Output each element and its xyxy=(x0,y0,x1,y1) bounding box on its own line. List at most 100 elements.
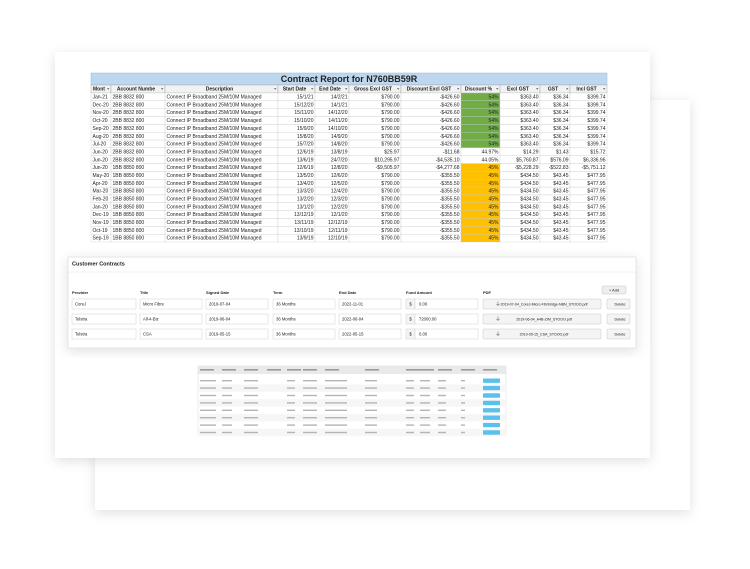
cell-text: $434.50 xyxy=(520,236,538,242)
mini-cell-text xyxy=(365,431,377,434)
mini-cell-text xyxy=(222,424,232,426)
mini-action-button[interactable] xyxy=(483,415,500,420)
input[interactable] xyxy=(205,313,269,325)
input-value: CSA xyxy=(143,331,152,336)
filter-arrow[interactable] xyxy=(274,88,277,90)
cell-text: -$355.50 xyxy=(440,181,460,187)
pdf-filename[interactable]: 2019-05-15_CSA_STOOO.pdf xyxy=(520,332,569,336)
cell-text: 13/1/20 xyxy=(297,204,314,210)
filter-arrow[interactable] xyxy=(397,88,400,90)
filter-arrow[interactable] xyxy=(311,88,314,90)
mini-action-button[interactable] xyxy=(483,400,500,406)
input[interactable] xyxy=(414,328,479,340)
input[interactable] xyxy=(71,298,137,310)
pdf-filename[interactable]: 2019-07-04_CoreJ-Micro-Fibrbridge-NBN_ST… xyxy=(500,302,587,306)
input[interactable] xyxy=(414,298,479,310)
pdf-button[interactable] xyxy=(482,313,602,325)
mini-cell-text xyxy=(200,402,216,404)
input[interactable] xyxy=(139,313,203,325)
pdf-filename[interactable]: 2019-06-04_A4B-ZIM_STOOO.pdf xyxy=(516,317,571,321)
input[interactable] xyxy=(338,298,402,310)
input-value: 2019-07-04 xyxy=(209,301,231,306)
cell-text: 2BB 8832 800 xyxy=(113,134,145,140)
cell-text: -$9,505.97 xyxy=(376,165,400,171)
cell-text: $399.74 xyxy=(587,134,605,140)
cell-text: 45% xyxy=(488,212,499,218)
mini-action-button[interactable] xyxy=(483,378,500,383)
cell-text: 12/12/19 xyxy=(328,220,348,226)
mini-cell-text xyxy=(438,387,446,389)
cell-text: Feb-20 xyxy=(93,196,109,202)
cell-text: 13/6/19 xyxy=(297,157,314,163)
cell-text: $434.50 xyxy=(520,189,538,195)
cell-text: Connect IP Broadband 25M/10M Managed xyxy=(167,220,262,226)
input[interactable] xyxy=(338,328,402,340)
mini-header-text xyxy=(244,369,258,371)
cell-text: 45% xyxy=(488,196,499,202)
mini-action-button[interactable] xyxy=(483,430,500,435)
input[interactable] xyxy=(272,298,336,310)
input[interactable] xyxy=(414,313,479,325)
cell-text: $434.50 xyxy=(520,204,538,210)
input[interactable] xyxy=(71,328,137,340)
delete-button-label[interactable]: Delete xyxy=(615,332,626,336)
cell-text: $477.95 xyxy=(587,204,605,210)
input[interactable] xyxy=(139,328,203,340)
mini-action-button[interactable] xyxy=(483,393,500,398)
cell-text: $790.00 xyxy=(381,196,399,202)
input[interactable] xyxy=(272,328,336,340)
mini-header-text xyxy=(267,369,281,371)
cell-text: -$355.50 xyxy=(440,173,460,179)
mini-cell-text xyxy=(303,424,317,426)
mini-cell-text xyxy=(438,409,446,411)
mini-cell-text xyxy=(303,431,317,434)
filter-arrow[interactable] xyxy=(161,88,164,90)
input[interactable] xyxy=(71,313,137,325)
mini-cell-text xyxy=(325,380,347,382)
filter-arrow[interactable] xyxy=(107,88,110,90)
cell-text: $790.00 xyxy=(381,102,399,108)
cell-text: 54% xyxy=(488,126,499,132)
pdf-button[interactable] xyxy=(482,328,602,340)
cell-text: -$355.50 xyxy=(440,204,460,210)
report-title: Contract Report for N760BB59R xyxy=(281,74,418,84)
cell-text: 12/6/19 xyxy=(297,165,314,171)
delete-button-label[interactable]: Delete xyxy=(615,317,626,321)
cell-text: 13/2/20 xyxy=(297,196,314,202)
delete-button-label[interactable]: Delete xyxy=(615,302,626,306)
input[interactable] xyxy=(139,298,203,310)
cell-text: -$426.60 xyxy=(440,118,460,124)
cell-text: 54% xyxy=(488,142,499,148)
add-button[interactable] xyxy=(601,285,627,295)
cell-text: 45% xyxy=(488,236,499,242)
cell-text: 2BB 8832 800 xyxy=(113,149,145,155)
input-value: 0.00 xyxy=(419,331,428,336)
filter-arrow[interactable] xyxy=(603,88,606,90)
delete-button[interactable] xyxy=(606,298,631,310)
filter-arrow[interactable] xyxy=(496,88,499,90)
pdf-button[interactable] xyxy=(482,298,602,310)
filter-arrow[interactable] xyxy=(457,88,460,90)
mini-action-button[interactable] xyxy=(483,422,500,428)
input-value: 2022-11-01 xyxy=(342,301,364,306)
download-icon xyxy=(496,331,500,336)
cell-text: $43.45 xyxy=(553,212,569,218)
filter-arrow[interactable] xyxy=(566,88,569,90)
mini-action-button[interactable] xyxy=(483,385,500,391)
cell-text: 12/4/20 xyxy=(331,189,348,195)
delete-button[interactable] xyxy=(606,313,631,325)
filter-arrow[interactable] xyxy=(345,88,348,90)
mini-cell-text xyxy=(406,424,414,426)
mini-cell-text xyxy=(287,402,295,404)
input[interactable] xyxy=(272,313,336,325)
mini-cell-text xyxy=(406,417,414,419)
input[interactable] xyxy=(205,298,269,310)
input[interactable] xyxy=(205,328,269,340)
delete-button[interactable] xyxy=(606,328,631,340)
mini-cell-text xyxy=(303,380,317,382)
add-button-label[interactable]: + Add xyxy=(609,287,619,292)
mini-cell-text xyxy=(461,394,465,397)
mini-action-button[interactable] xyxy=(483,408,500,413)
filter-arrow[interactable] xyxy=(536,88,539,90)
input[interactable] xyxy=(338,313,402,325)
